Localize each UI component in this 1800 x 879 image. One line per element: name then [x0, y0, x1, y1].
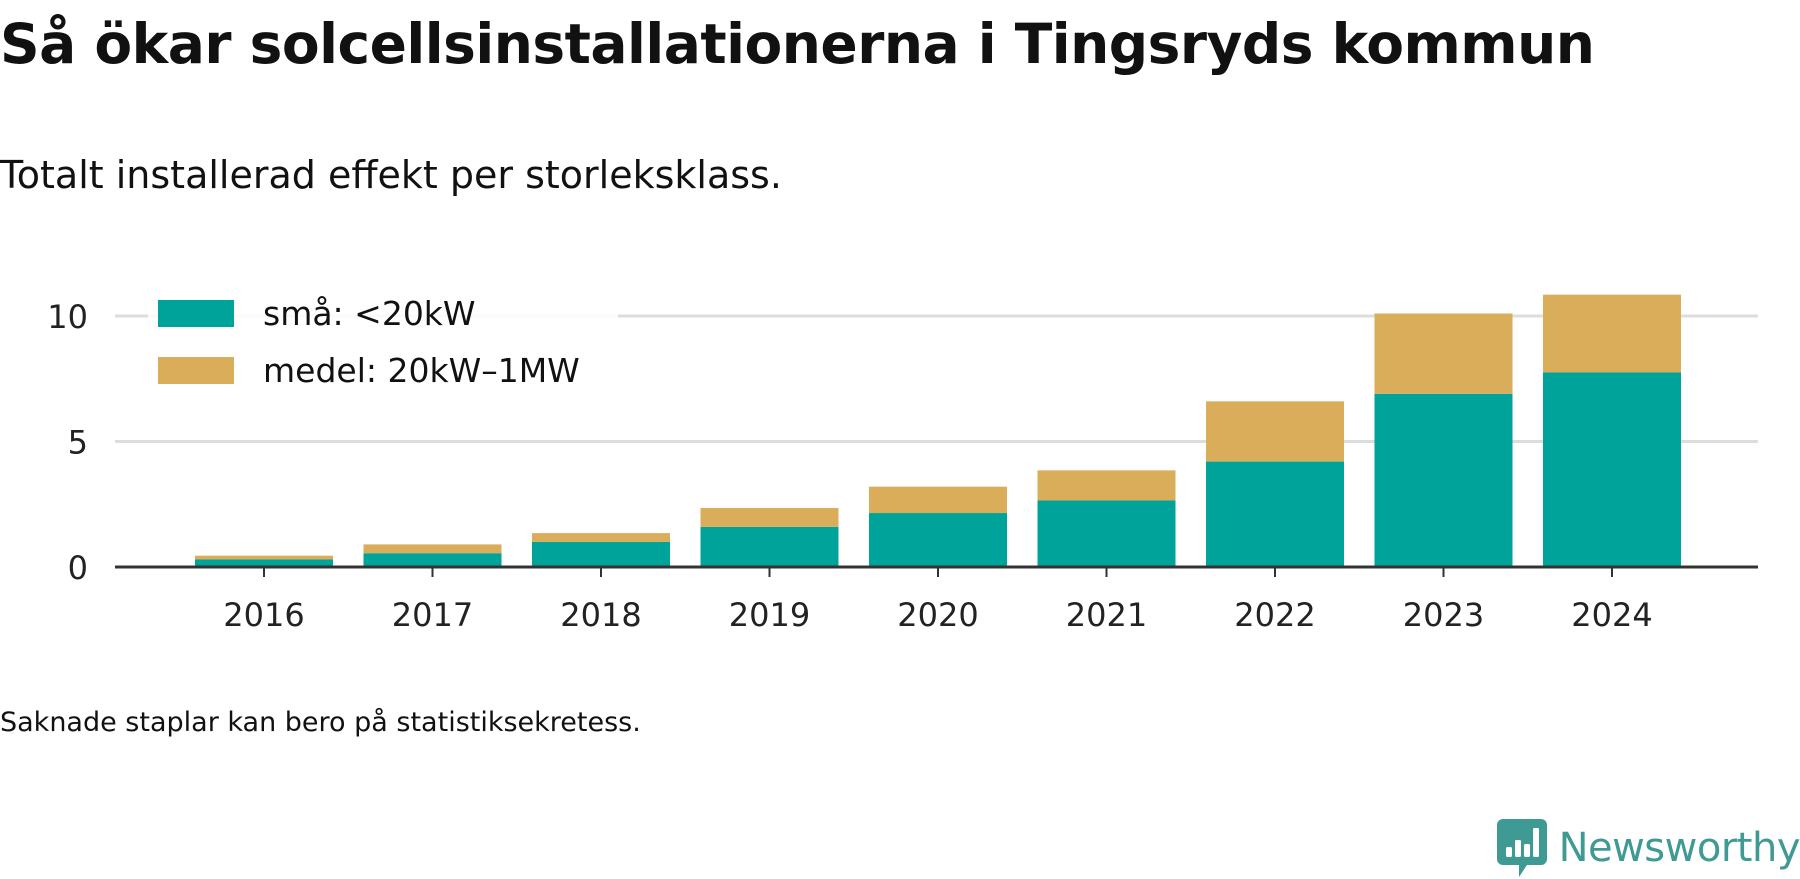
chat-bars-icon: [1496, 819, 1547, 877]
bar-segment-medium: [1037, 470, 1176, 501]
bar-segment-medium: [363, 544, 502, 554]
x-axis-ticks: 2016 2017 2018 2019 2020 2021 2022 2023 2024: [223, 567, 1653, 634]
bar-segment-medium: [532, 533, 670, 542]
y-tick-label: 5: [68, 424, 88, 462]
legend-swatch: [158, 357, 234, 384]
bar-segment-small: [195, 559, 333, 567]
bar-segment-small: [1206, 461, 1344, 567]
x-tick-label: 2020: [897, 596, 978, 634]
y-axis-ticks: 0 5 10: [47, 298, 88, 587]
bar-segment-medium: [1543, 294, 1681, 373]
x-tick-label: 2019: [729, 596, 810, 634]
x-tick-label: 2023: [1403, 596, 1484, 634]
x-tick-label: 2022: [1234, 596, 1315, 634]
legend-label: små: <20kW: [263, 294, 476, 333]
x-tick-label: 2018: [560, 596, 641, 634]
y-tick-label: 10: [47, 298, 88, 336]
legend-swatch: [158, 300, 234, 327]
bars: [195, 294, 1681, 567]
bar-segment-medium: [195, 555, 333, 560]
bar-segment-small: [700, 526, 839, 567]
newsworthy-logo: Newsworthy: [1496, 818, 1800, 878]
bar-segment-medium: [869, 486, 1007, 514]
legend-background: [148, 288, 618, 408]
bar-segment-small: [869, 513, 1007, 567]
brand-name: Newsworthy: [1558, 825, 1800, 871]
y-tick-label: 0: [68, 549, 88, 587]
bar-segment-small: [1374, 393, 1513, 567]
bar-segment-medium: [1374, 313, 1513, 394]
bar-segment-small: [1037, 500, 1176, 567]
chart-subtitle: Totalt installerad effekt per storlekskl…: [0, 153, 782, 197]
bar-segment-small: [532, 541, 670, 567]
footnote: Saknade staplar kan bero på statistiksek…: [0, 707, 641, 738]
x-tick-label: 2024: [1571, 596, 1652, 634]
bar-segment-small: [1543, 372, 1681, 567]
bar-segment-medium: [1206, 401, 1344, 462]
x-tick-label: 2017: [392, 596, 473, 634]
chart-title: Så ökar solcellsinstallationerna i Tings…: [0, 12, 1595, 76]
bar-segment-small: [363, 553, 502, 567]
legend: små: <20kW medel: 20kW–1MW: [148, 288, 618, 408]
bar-segment-medium: [700, 508, 839, 527]
x-tick-label: 2021: [1066, 596, 1147, 634]
gridlines: [115, 314, 1758, 443]
x-tick-label: 2016: [223, 596, 304, 634]
legend-label: medel: 20kW–1MW: [263, 351, 580, 390]
